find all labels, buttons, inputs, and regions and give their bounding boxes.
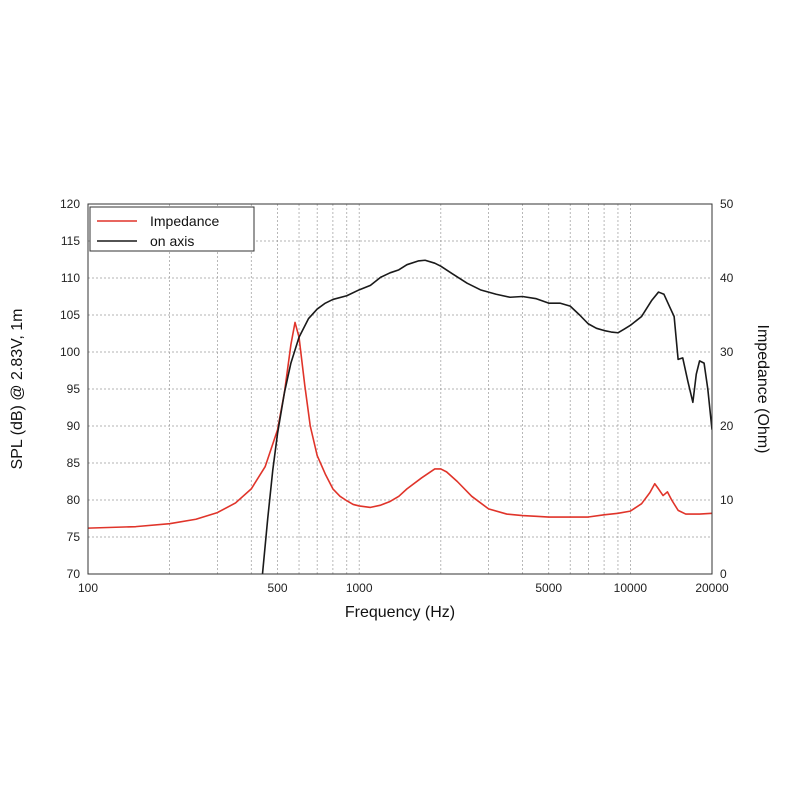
y-left-tick-label: 95 [67, 382, 81, 396]
x-tick-label: 500 [268, 581, 288, 595]
y-left-tick-label: 80 [67, 493, 81, 507]
y-right-tick-label: 0 [720, 567, 727, 581]
tick-labels: 100 500 1000 5000 10000 200007075808590951001… [60, 197, 734, 595]
y-axis-left-title: SPL (dB) @ 2.83V, 1m [9, 309, 26, 470]
y-right-tick-label: 10 [720, 493, 734, 507]
y-axis-right-title: Impedance (Ohm) [754, 325, 771, 454]
y-right-tick-label: 30 [720, 345, 734, 359]
plot-frame [87, 203, 713, 575]
grid [88, 204, 712, 574]
y-right-tick-label: 50 [720, 197, 734, 211]
y-left-tick-label: 75 [67, 530, 81, 544]
x-axis-title: Frequency (Hz) [345, 604, 455, 621]
legend: Impedance on axis [89, 206, 255, 252]
x-tick-label: 1000 [346, 581, 373, 595]
y-left-tick-label: 85 [67, 456, 81, 470]
y-right-tick-label: 20 [720, 419, 734, 433]
series-layer [88, 259, 712, 574]
x-tick-label: 10000 [614, 581, 648, 595]
y-left-tick-label: 120 [60, 197, 80, 211]
x-tick-label: 100 [78, 581, 98, 595]
series-line-impedance [88, 321, 712, 529]
y-left-tick-label: 70 [67, 567, 81, 581]
y-left-tick-label: 100 [60, 345, 80, 359]
legend-label-on-axis: on axis [150, 233, 194, 249]
legend-label-impedance: Impedance [150, 213, 219, 229]
y-left-tick-label: 90 [67, 419, 81, 433]
x-tick-label: 20000 [695, 581, 729, 595]
y-left-tick-label: 110 [61, 271, 80, 285]
y-left-tick-label: 115 [61, 234, 80, 248]
series-line-on-axis [261, 259, 712, 574]
legend-box [89, 206, 255, 252]
x-tick-label: 5000 [535, 581, 562, 595]
y-left-tick-label: 105 [60, 308, 80, 322]
y-right-tick-label: 40 [720, 271, 734, 285]
